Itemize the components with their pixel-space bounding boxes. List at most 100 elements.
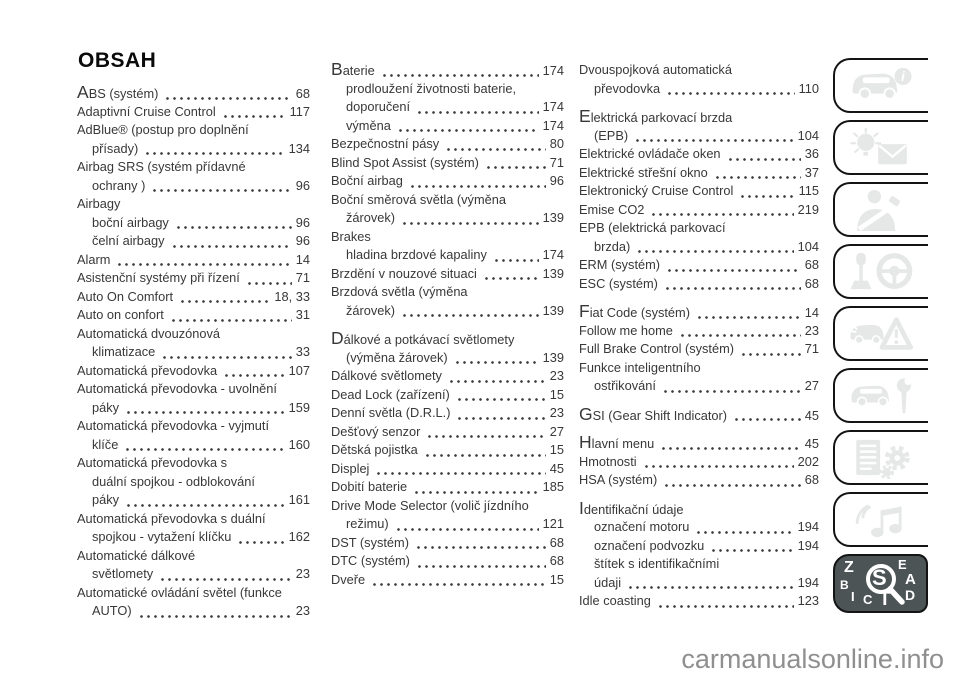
tab-technical-data[interactable] [833,430,928,485]
entry-label: Dálkové světlomety [331,368,442,383]
svg-text:i: i [901,69,905,84]
index-entry-line: Idle coasting 123 [579,592,819,611]
page-number: 115 [798,183,819,198]
dot-leader [137,614,292,618]
index-entry-line: světlomety 23 [77,565,310,584]
entry-label: Follow me home [579,322,673,338]
index-entry-line: Boční směrová světla (výměna [331,191,564,210]
index-entry-line: Brakes [331,228,564,247]
index-entry-line: Hlavní menu 45 [579,433,819,453]
index-entry-line: Adaptivní Cruise Control 117 [77,103,310,122]
dot-leader [371,583,546,586]
warning-light-message-icon [849,127,907,164]
dot-leader [179,300,271,303]
entry-label: Automatická převodovka s [77,455,228,470]
index-entry-line: Identifikační údaje [579,499,819,519]
entry-label: Denní světla (D.R.L.) [331,405,451,420]
entry-label: (výměna žárovek) [346,349,448,365]
page-number: 174 [542,117,564,133]
dot-leader [401,221,539,225]
entry-label: ESC (systém) [579,275,658,291]
tab-starting-driving[interactable] [833,244,928,299]
dot-leader [634,139,794,142]
page-number: 14 [295,251,310,267]
dot-leader [447,379,546,383]
section-letter: G [579,403,593,424]
alphabetical-index-icon: Z E S A B D I C T [835,556,926,611]
index-entry-line: Dvouspojková automatická [579,61,819,80]
tab-multimedia[interactable] [833,492,928,547]
emergency-triangle-icon [850,316,913,350]
page-number: 174 [542,99,564,114]
entry-label: Brzdění v nouzové situaci [331,265,477,281]
page-number: 68 [804,275,819,291]
index-entry-line: Dobití baterie 185 [331,478,564,497]
page-number: 110 [798,80,819,96]
dot-leader [678,334,801,337]
page-number: 15 [549,571,564,587]
dot-leader [627,586,794,589]
page-number: 68 [295,86,310,101]
dot-leader [396,129,539,132]
index-entry-line: GSI (Gear Shift Indicator) 45 [579,403,819,425]
tab-alphabetical-index[interactable]: Z E S A B D I C T [833,554,928,613]
index-entry-line: klimatizace 33 [77,343,310,362]
dot-leader [380,73,539,77]
entry-label: Full Brake Control (systém) [579,341,735,356]
dot-leader [401,314,539,317]
entry-label: Alarm [77,251,111,267]
dot-leader [159,577,292,581]
entry-label: Automatická dvouzónová [77,325,220,341]
entry-label: světlomety [92,566,154,581]
dot-leader [663,483,801,487]
entry-label: spojkou - vytažení klíčku [92,529,232,544]
entry-label: Idle coasting [579,593,651,608]
dot-leader [164,96,292,100]
dot-leader [726,157,801,161]
dot-leader [484,166,546,169]
tab-service-maintenance[interactable] [833,368,928,423]
page-number: 36 [804,146,819,161]
dot-leader [740,352,801,356]
dot-leader [482,277,539,280]
index-entry-line: Auto on confort 31 [77,306,310,325]
page-number: 117 [289,103,310,119]
page-number: 202 [797,453,819,469]
entry-label: duální spojkou - odblokování [92,473,255,489]
dot-leader [174,226,292,229]
index-entry-line: ESC (systém) 68 [579,275,819,294]
page-number: 174 [542,63,564,78]
tab-emergency[interactable] [833,306,928,361]
entry-label: Funkce inteligentního [579,359,701,375]
page-number: 104 [797,127,819,143]
page-number: 134 [288,140,310,156]
page-number: 23 [295,603,310,618]
tab-vehicle-info[interactable]: i [833,58,928,113]
page-number: 219 [797,201,819,217]
index-entry-line: Displej 45 [331,460,564,479]
entry-label: Dobití baterie [331,479,408,494]
page-number: 162 [288,529,310,544]
index-entry-line: Dálkové a potkávací světlomety [331,329,564,349]
entry-label: DST (systém) [331,534,409,550]
index-entry-line: Automatická převodovka - vyjmutí [77,417,310,436]
index-entry-line: prodloužení životnosti baterie, [331,80,564,99]
tab-warning-lights[interactable] [833,120,928,175]
entry-label: Dveře [331,571,366,587]
dot-leader [223,374,285,377]
index-entry-line: Boční airbag 96 [331,172,564,191]
tab-safety[interactable] [833,182,928,237]
dot-leader [663,287,801,290]
page-number: 194 [797,519,819,534]
dot-leader [416,110,539,114]
dot-leader [125,503,285,507]
entry-label: Airbag SRS (systém přídavné [77,159,246,174]
index-entry-line: Hmotnosti 202 [579,453,819,472]
dot-leader [125,411,285,414]
index-column-2: Baterie 174 prodloužení životnosti baterie… [331,60,564,589]
entry-label: údaji [594,574,622,590]
dot-leader [221,115,286,118]
dot-leader [695,315,801,319]
index-entry-line: Blind Spot Assist (systém) 71 [331,154,564,173]
